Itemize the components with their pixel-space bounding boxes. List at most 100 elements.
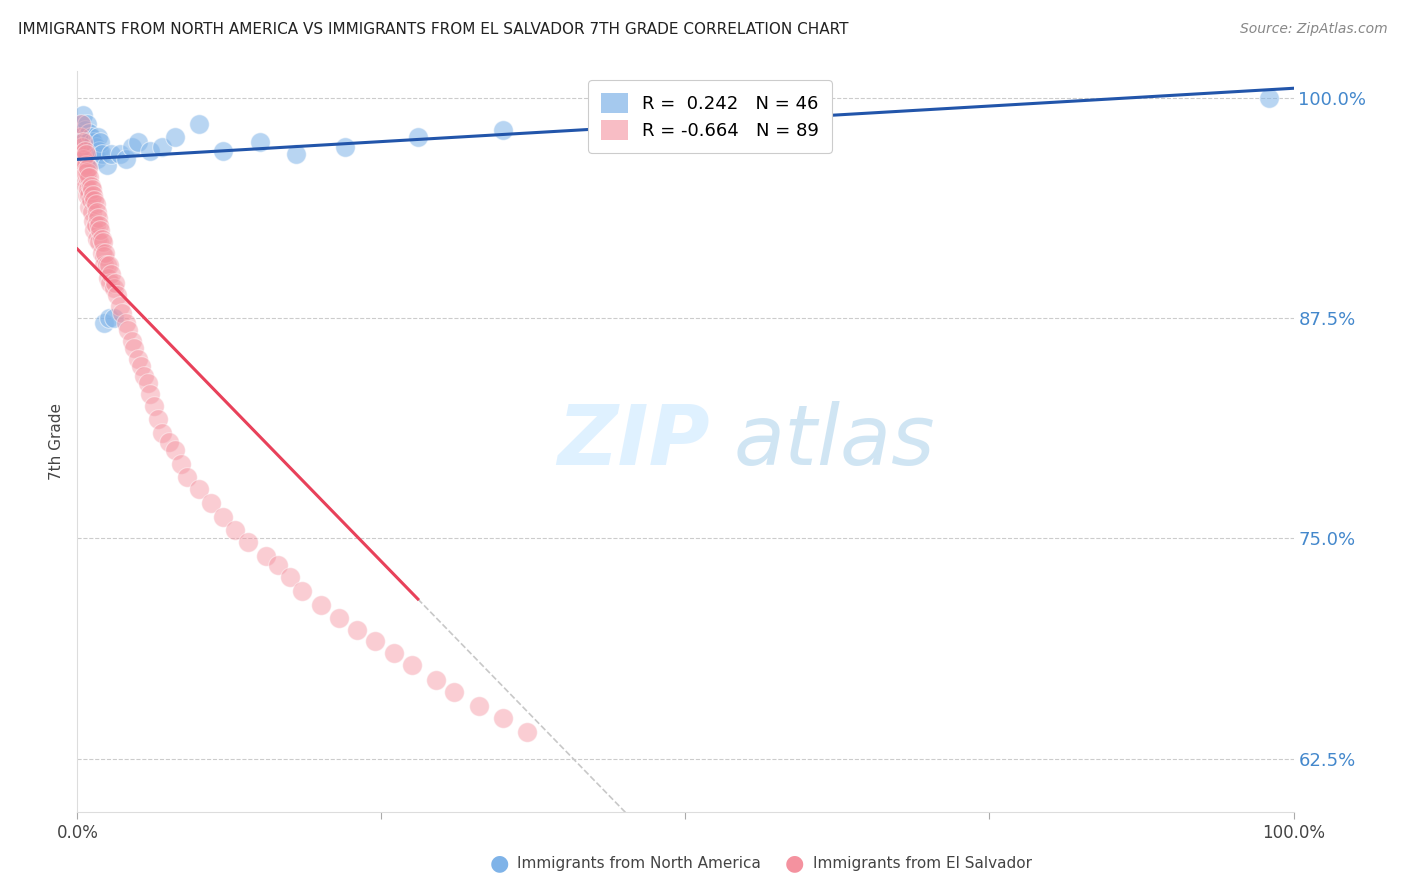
Point [516,725,538,739]
Point [94,246,117,260]
Point [75,178,97,193]
Point [77,182,100,196]
Point [86,232,108,246]
Point [80,193,103,207]
Point [1258,91,1281,105]
Point [406,129,429,144]
Point [80,144,103,158]
Point [333,140,356,154]
Point [80,205,103,219]
Point [346,623,368,637]
Point [90,147,112,161]
Point [93,249,115,263]
Point [291,584,314,599]
Point [157,434,180,449]
Point [134,369,156,384]
Point [83,193,105,207]
Text: ●: ● [489,854,509,873]
Point [212,144,235,158]
Point [70,135,93,149]
Point [108,147,131,161]
Point [129,359,152,373]
Point [285,147,308,161]
Text: ●: ● [785,854,804,873]
Point [76,187,98,202]
Point [70,117,93,131]
Point [224,523,246,537]
Point [72,144,94,158]
Point [142,399,165,413]
Point [97,258,120,272]
Point [97,311,120,326]
Point [79,187,101,202]
Point [80,153,103,167]
Point [163,443,186,458]
Point [73,144,96,158]
Point [111,306,134,320]
Point [82,135,104,149]
Point [70,161,93,176]
Point [115,317,138,331]
Legend: R =  0.242   N = 46, R = -0.664   N = 89: R = 0.242 N = 46, R = -0.664 N = 89 [588,80,831,153]
Point [103,311,125,326]
Point [77,135,100,149]
Point [93,317,115,331]
Point [152,140,174,154]
Point [152,425,174,440]
Point [176,470,198,484]
Point [108,299,131,313]
Point [89,218,111,232]
Point [98,276,121,290]
Point [90,246,112,260]
Point [89,223,111,237]
Point [69,126,91,140]
Point [170,458,193,472]
Point [72,153,94,167]
Point [278,570,301,584]
Point [80,129,103,144]
Point [139,387,162,401]
Point [90,232,112,246]
Point [117,323,139,337]
Point [139,144,162,158]
Point [73,122,96,136]
Point [188,482,211,496]
Point [76,170,98,185]
Point [425,673,447,687]
Point [492,711,515,725]
Point [115,153,138,167]
Point [75,129,97,144]
Point [73,165,96,179]
Point [200,496,222,510]
Point [79,200,101,214]
Point [107,288,129,302]
Point [80,178,103,193]
Point [69,129,91,144]
Point [104,276,127,290]
Point [70,117,93,131]
Point [100,147,122,161]
Point [82,187,104,202]
Point [309,599,332,613]
Point [236,535,259,549]
Point [73,135,96,149]
Point [93,258,115,272]
Point [80,182,103,196]
Point [86,153,108,167]
Point [72,108,94,122]
Text: ZIP: ZIP [557,401,710,482]
Point [89,235,111,250]
Point [87,129,110,144]
Point [121,334,143,348]
Point [163,129,186,144]
Point [84,218,107,232]
Point [83,147,105,161]
Point [79,126,101,140]
Point [96,158,118,172]
Point [84,196,107,211]
Point [467,698,489,713]
Text: Source: ZipAtlas.com: Source: ZipAtlas.com [1240,22,1388,37]
Point [267,558,290,572]
Point [121,140,143,154]
Point [97,270,120,285]
